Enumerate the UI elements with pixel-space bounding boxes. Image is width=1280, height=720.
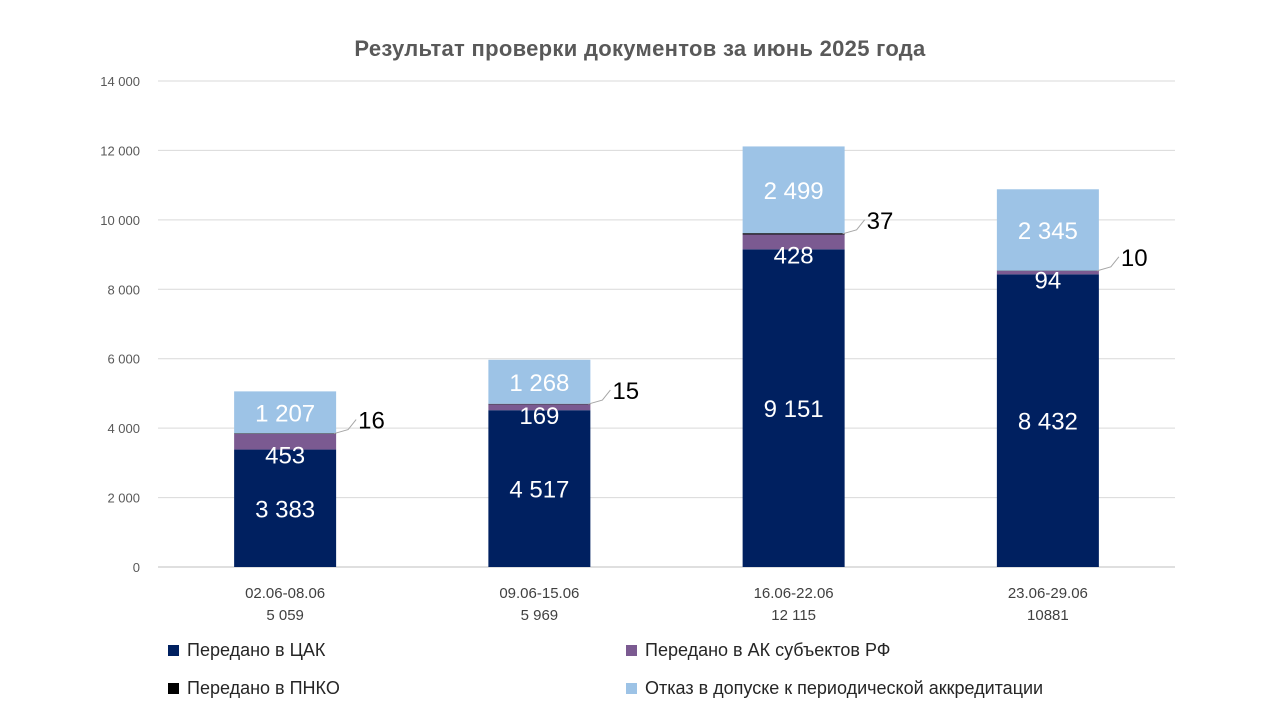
y-tick-label: 10 000 xyxy=(100,213,140,228)
bar-segment xyxy=(488,403,591,405)
leader-line xyxy=(1096,256,1120,272)
y-tick-label: 8 000 xyxy=(107,282,140,297)
legend-item-ak: Передано в АК субъектов РФ xyxy=(626,640,890,661)
data-label: 8 432 xyxy=(1018,409,1078,436)
x-tick-label: 02.06-08.06 xyxy=(245,585,325,602)
leader-line xyxy=(842,219,866,235)
data-label: 10 xyxy=(1121,245,1148,272)
y-tick-label: 12 000 xyxy=(100,143,140,158)
data-label: 4 517 xyxy=(509,477,569,504)
data-label: 1 268 xyxy=(509,370,569,397)
x-tick-label: 23.06-29.06 xyxy=(1008,585,1088,602)
bar-segment xyxy=(234,433,337,434)
bar-segment xyxy=(234,391,337,434)
legend-item-refusal: Отказ в допуске к периодической аккредит… xyxy=(626,678,1043,699)
data-label: 2 345 xyxy=(1018,218,1078,245)
y-tick-label: 0 xyxy=(133,560,140,575)
x-tick-total: 5 059 xyxy=(266,607,304,624)
data-labels: 3 383 453 16 1 207 4 517 169 15 1 268 9 151 428 37… xyxy=(255,178,1147,523)
data-label: 169 xyxy=(519,403,559,430)
y-tick-label: 14 000 xyxy=(100,74,140,89)
x-tick-total: 5 969 xyxy=(521,607,559,624)
bar-segment xyxy=(488,359,591,404)
legend-swatch-pnko xyxy=(168,683,179,694)
data-label: 9 151 xyxy=(764,396,824,423)
bar-segment xyxy=(996,189,1099,271)
data-label: 37 xyxy=(867,208,894,235)
y-tick-label: 2 000 xyxy=(107,491,140,506)
data-label: 428 xyxy=(774,242,814,269)
x-tick-label: 09.06-15.06 xyxy=(499,585,579,602)
bar-segment xyxy=(488,404,591,411)
legend-item-cak: Передано в ЦАК xyxy=(168,640,325,661)
bar-segment xyxy=(234,433,337,450)
leader-line xyxy=(333,419,357,435)
data-label: 453 xyxy=(265,443,305,470)
x-tick-total: 10881 xyxy=(1027,607,1069,624)
data-label: 16 xyxy=(358,408,385,435)
data-label: 15 xyxy=(612,378,639,405)
legend-swatch-ak xyxy=(626,645,637,656)
x-axis-ticks: 02.06-08.06 5 059 09.06-15.06 5 969 16.06-22… xyxy=(245,585,1088,624)
bar-segment xyxy=(996,274,1099,567)
legend-label-pnko: Передано в ПНКО xyxy=(187,678,340,698)
legend-label-refusal: Отказ в допуске к периодической аккредит… xyxy=(645,678,1044,698)
y-tick-label: 6 000 xyxy=(107,352,140,367)
y-axis-ticks: 0 2 000 4 000 6 000 8 000 10 000 12 000 14 000 xyxy=(100,74,140,575)
data-label: 3 383 xyxy=(255,496,315,523)
bar-segment xyxy=(488,410,591,567)
data-label: 94 xyxy=(1035,267,1062,294)
legend-swatch-refusal xyxy=(626,683,637,694)
bars xyxy=(234,146,1099,567)
bar-segment xyxy=(742,233,845,235)
y-tick-label: 4 000 xyxy=(107,421,140,436)
bar-segment xyxy=(742,249,845,567)
bar-segment xyxy=(742,146,845,234)
chart-title: Результат проверки документов за июнь 20… xyxy=(354,36,926,61)
data-label: 2 499 xyxy=(764,178,824,205)
legend-item-pnko: Передано в ПНКО xyxy=(168,678,340,699)
bar-segment xyxy=(742,234,845,250)
x-tick-label: 16.06-22.06 xyxy=(754,585,834,602)
bar-segment xyxy=(234,449,337,567)
legend-swatch-cak xyxy=(168,645,179,656)
legend-label-ak: Передано в АК субъектов РФ xyxy=(645,640,891,660)
leader-line xyxy=(588,389,611,405)
bar-segment xyxy=(996,271,1099,275)
legend-label-cak: Передано в ЦАК xyxy=(187,640,326,660)
x-tick-total: 12 115 xyxy=(771,607,816,624)
data-label: 1 207 xyxy=(255,400,315,427)
